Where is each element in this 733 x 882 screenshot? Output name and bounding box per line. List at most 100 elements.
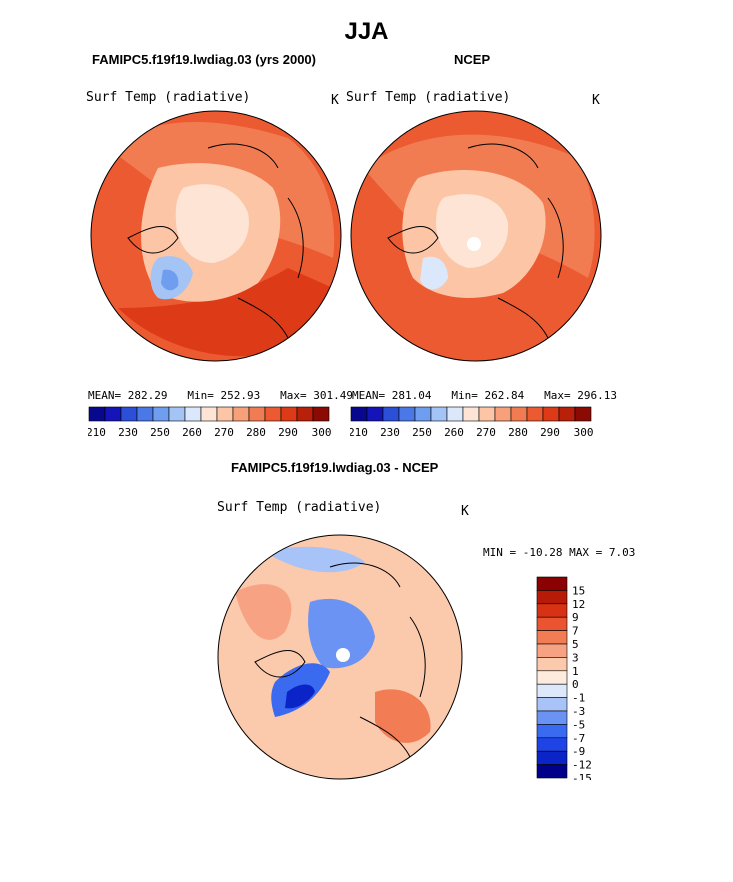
panel2-colorbar-ticks: 210 230 250 260 270 280 290 300 (350, 426, 594, 439)
panel2-colorbar-swatch-12 (542, 406, 560, 422)
diff-arctic-cold (308, 598, 375, 669)
panel2-colorbar-swatch-4 (414, 406, 432, 422)
diff-colorbar-tick-9: -3 (572, 705, 585, 718)
panel1-colorbar-swatches (88, 406, 330, 422)
diff-polar-map (217, 534, 463, 780)
panel1-colorbar-swatch-8 (216, 406, 234, 422)
panel2-coastline-a (387, 225, 439, 254)
panel1-colorbar-ticks: 210 230 250 260 270 280 290 300 (88, 426, 332, 439)
panel1-mean-value: 282.29 (127, 389, 168, 402)
diff-colorbar-tick-10: -5 (572, 718, 585, 731)
panel2-colorbar-swatch-1 (366, 406, 384, 422)
diff-units-label: K (461, 504, 469, 519)
diff-colorbar-swatch-7 (536, 670, 568, 685)
panel2-header: NCEP (454, 52, 491, 67)
diff-colorbar-tick-2: 9 (572, 611, 579, 624)
panel2-colorbar-tick-7: 300 (574, 426, 594, 439)
panel1-units-label: K (331, 93, 339, 108)
figure-title: JJA (344, 18, 389, 45)
panel1-colorbar-swatch-1 (104, 406, 122, 422)
panel2-colorbar-swatch-8 (478, 406, 496, 422)
panel1-colorbar-tick-7: 300 (312, 426, 332, 439)
panel2-colorbar-tick-1: 230 (380, 426, 400, 439)
panel1-colorbar-swatch-13 (296, 406, 314, 422)
panel1-map-boundary (90, 110, 342, 362)
diff-greenland-core (285, 684, 315, 709)
panel1-mean-label: MEAN= (88, 389, 122, 402)
panel2-colorbar-swatch-2 (382, 406, 400, 422)
panel1-colorbar-swatch-7 (200, 406, 218, 422)
panel2-map-boundary (350, 110, 602, 362)
panel1-colorbar-tick-0: 210 (88, 426, 106, 439)
diff-warm-patch-b (375, 689, 431, 743)
diff-colorbar-tick-13: -12 (572, 759, 592, 772)
panel1-max-label: Max= (280, 389, 307, 402)
diff-colorbar-swatch-11 (536, 724, 568, 739)
panel2-max-label: Max= (544, 389, 571, 402)
panel1-colorbar-swatch-14 (312, 406, 330, 422)
diff-colorbar-tick-7: 0 (572, 678, 579, 691)
panel2-min-value: 262.84 (484, 389, 525, 402)
diff-colorbar-swatch-2 (536, 603, 568, 618)
panel2-colorbar-swatch-7 (462, 406, 480, 422)
diff-colorbar-tick-0: 15 (572, 584, 585, 597)
panel1-coastline-a (127, 225, 179, 254)
panel1-arctic-core (175, 184, 249, 263)
panel2-colorbar-swatch-11 (526, 406, 544, 422)
panel1-colorbar-swatch-3 (136, 406, 154, 422)
diff-colorbar-swatch-13 (536, 750, 568, 765)
panel1-colorbar-swatch-11 (264, 406, 282, 422)
panel1-min-label: Min= (187, 389, 214, 402)
diff-colorbar-swatch-8 (536, 683, 568, 698)
diff-colorbar-swatch-4 (536, 630, 568, 645)
panel2-colorbar-tick-3: 260 (444, 426, 464, 439)
diff-colorbar-tick-14: -15 (572, 772, 592, 780)
diff-colorbar-tick-8: -1 (572, 692, 585, 705)
diff-cool-band (265, 546, 365, 573)
diff-colorbar-tick-1: 12 (572, 598, 585, 611)
diff-coastline-a (254, 649, 306, 678)
diff-colorbar-swatch-3 (536, 616, 568, 631)
panel2-greenland-cold (420, 256, 448, 290)
panel2-variable-label: Surf Temp (radiative) (346, 90, 511, 105)
panel2-mean-value: 281.04 (391, 389, 432, 402)
panel1-colorbar-tick-3: 260 (182, 426, 202, 439)
panel1-polar-map (90, 110, 342, 362)
diff-colorbar-swatch-1 (536, 590, 568, 605)
panel1-colorbar-tick-4: 270 (214, 426, 234, 439)
panel2-arctic-core (436, 194, 509, 268)
panel1-header: FAMIPC5.f19f19.lwdiag.03 (yrs 2000) (92, 52, 316, 67)
diff-colorbar-swatch-14 (536, 764, 568, 779)
panel2-colorbar-tick-2: 250 (412, 426, 432, 439)
panel1-min-value: 252.93 (220, 389, 261, 402)
diff-colorbar-swatch-9 (536, 697, 568, 712)
diff-colorbar-tick-6: 1 (572, 665, 579, 678)
panel2-polar-map (350, 110, 602, 362)
panel2-colorbar-swatches (350, 406, 592, 422)
diff-coastline-b (329, 562, 426, 758)
diff-warm-patch-a (235, 584, 292, 640)
panel2-stats: MEAN= 281.04 Min= 262.84 Max= 296.13 (352, 389, 617, 402)
panel2-min-label: Min= (451, 389, 478, 402)
panel1-colorbar-swatch-9 (232, 406, 250, 422)
panel1-colorbar: 210 230 250 260 270 280 290 300 (88, 406, 332, 439)
panel2-colorbar-swatch-5 (430, 406, 448, 422)
panel2-colorbar-swatch-3 (398, 406, 416, 422)
panel2-colorbar: 210 230 250 260 270 280 290 300 (350, 406, 594, 439)
panel1-max-value: 301.49 (313, 389, 353, 402)
panel1-stats: MEAN= 282.29 Min= 252.93 Max= 301.49 (88, 389, 353, 402)
panel1-colorbar-tick-6: 290 (278, 426, 298, 439)
diff-colorbar-swatches (536, 576, 568, 779)
panel1-colorbar-tick-2: 250 (150, 426, 170, 439)
panel2-colorbar-swatch-9 (494, 406, 512, 422)
diff-colorbar-swatch-10 (536, 710, 568, 725)
panel1-coastline-b (207, 143, 304, 339)
panel2-pole-hole (467, 237, 481, 251)
panel1-south-band (118, 268, 333, 357)
panel1-colorbar-swatch-4 (152, 406, 170, 422)
panel2-max-value: 296.13 (577, 389, 617, 402)
diff-map-boundary (217, 534, 463, 780)
diff-colorbar-swatch-0 (536, 576, 568, 591)
panel2-units-label: K (592, 93, 600, 108)
